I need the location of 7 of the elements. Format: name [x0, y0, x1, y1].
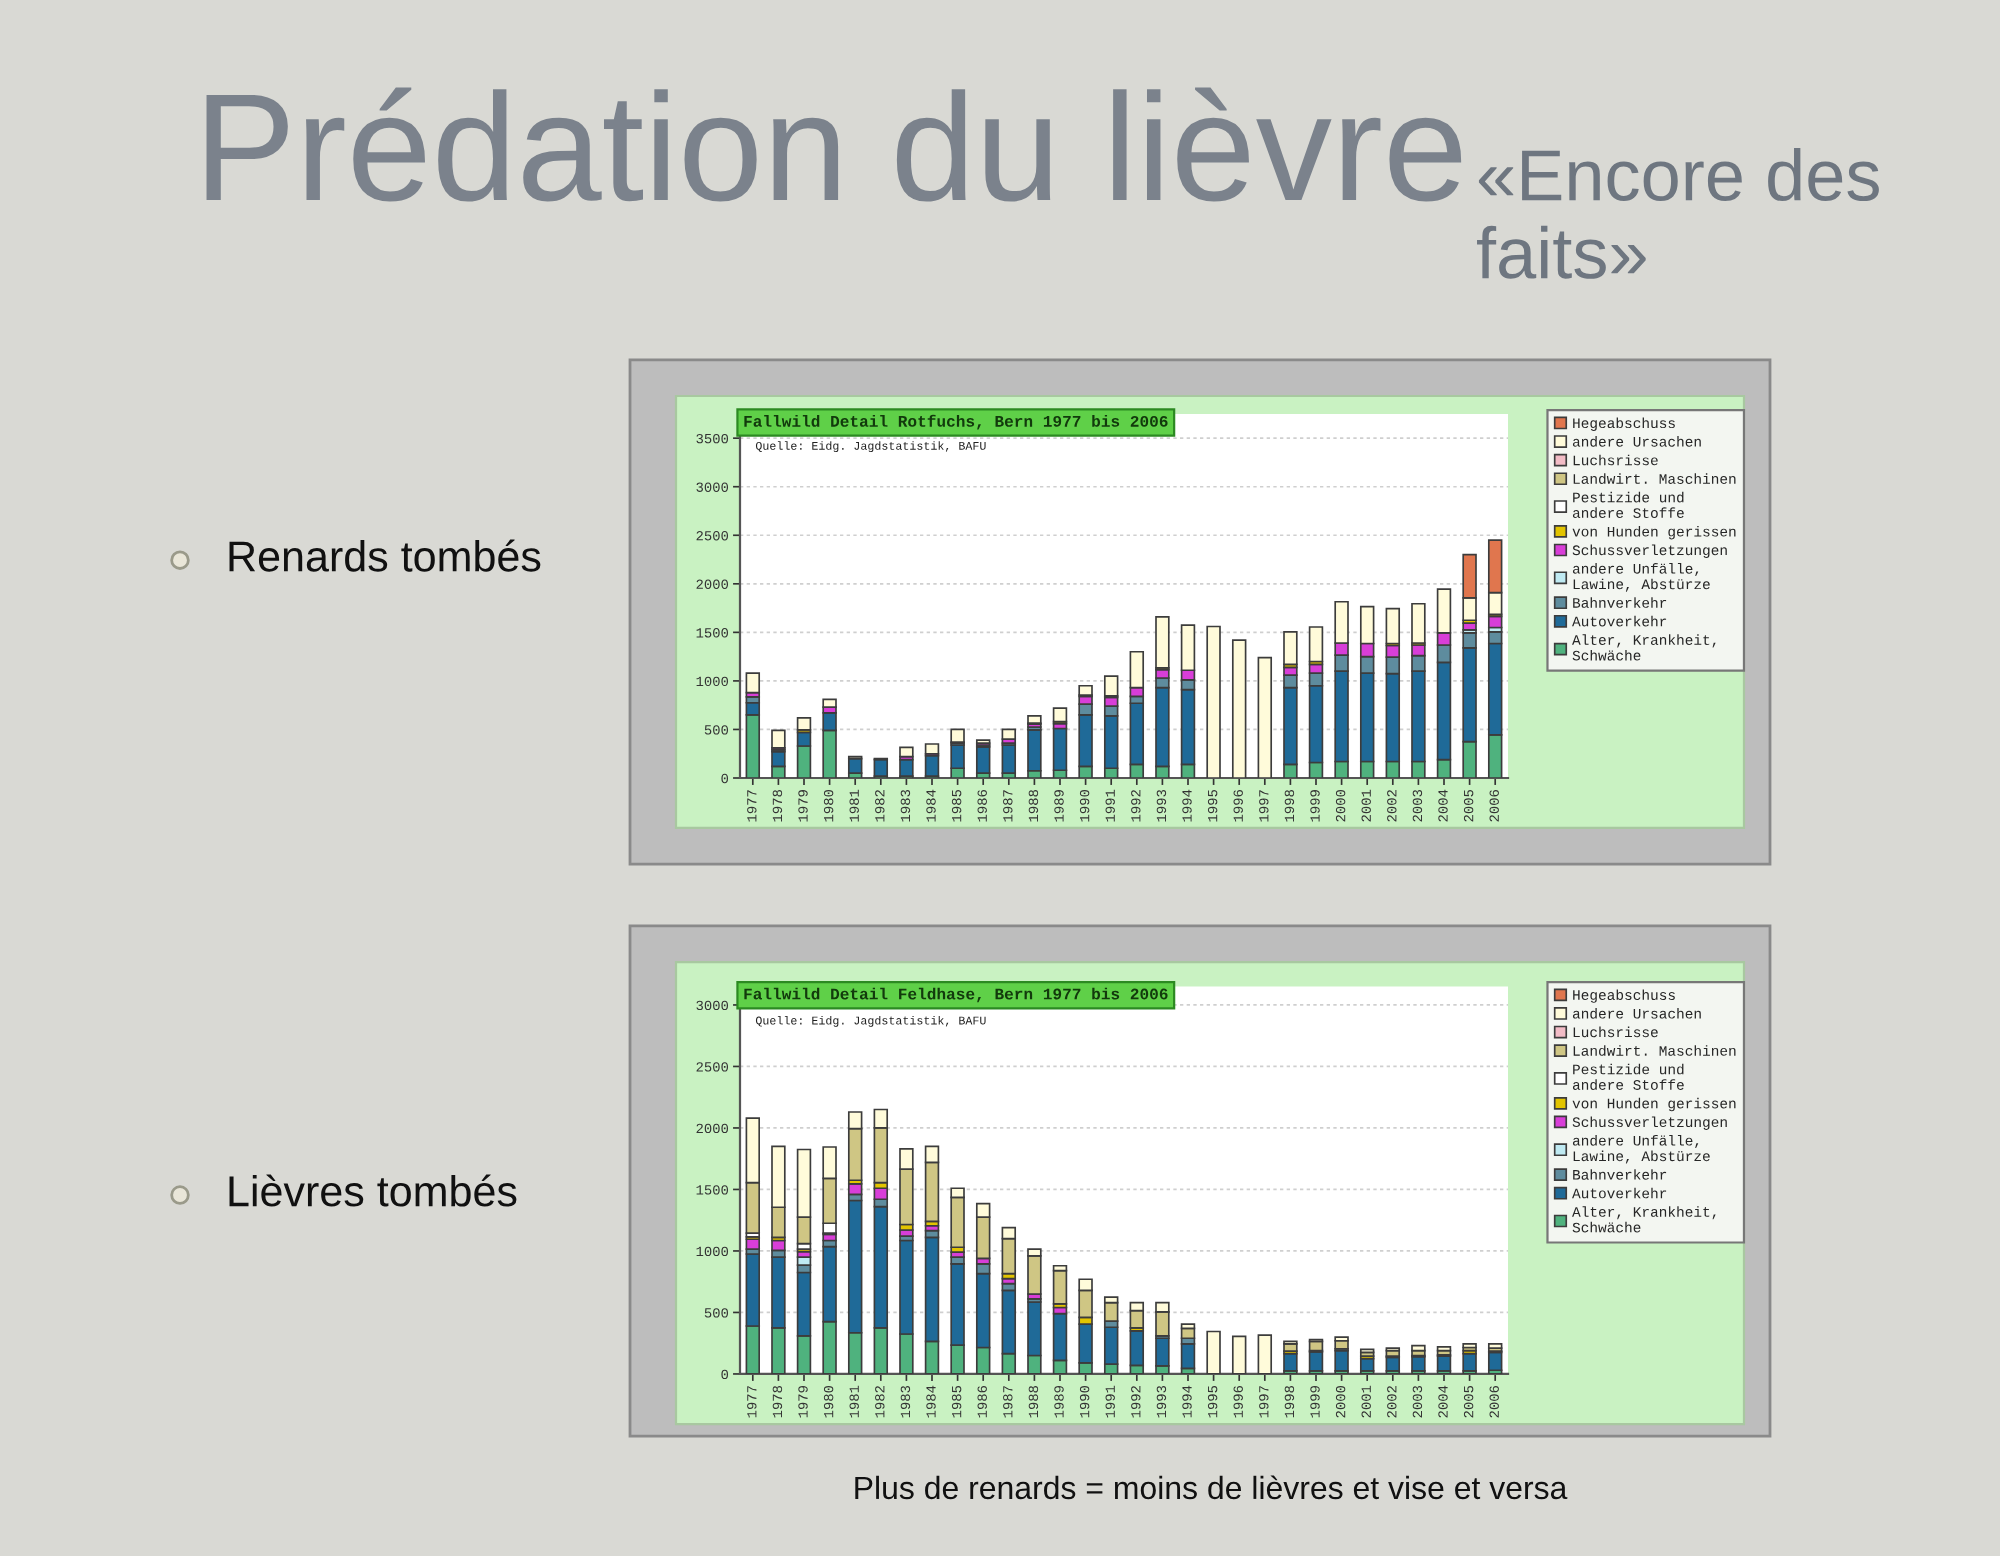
text: Prédation du lièvre — [206, 87, 1462, 202]
text: «Encore des faits» — [1477, 148, 1879, 279]
chart-title: Fallwild Detail Rotfuchs, Bern 1977 bis 2006 — [744, 414, 1168, 430]
text: Renards tombés — [229, 539, 541, 572]
text: Plus de renards = moins de lièvres et vise et versa — [855, 1475, 1568, 1500]
chart-title: Fallwild Detail Feldhase, Bern 1977 bis 2006 — [744, 987, 1168, 1003]
text: Lièvres tombés — [229, 1174, 517, 1207]
